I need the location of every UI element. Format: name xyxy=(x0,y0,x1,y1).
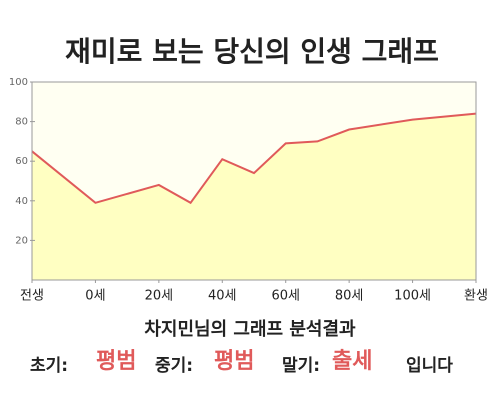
x-tick-label: 환생 xyxy=(464,289,488,304)
line xyxy=(31,112,477,205)
x-tick-label: 0세 xyxy=(85,289,105,304)
late-label: 말기: xyxy=(282,355,320,376)
y-tick-label: 60 xyxy=(15,156,28,167)
early-result: 평범 xyxy=(96,349,136,374)
middle-result: 평범 xyxy=(214,349,254,374)
x-tick-label: 80세 xyxy=(335,289,364,304)
analysis-heading: 차지민님의 그래프 분석결과 xyxy=(144,319,356,340)
middle-label: 중기: xyxy=(155,356,193,376)
y-tick-label: 80 xyxy=(15,117,28,128)
y-tick-label: 20 xyxy=(15,235,28,246)
x-tick-label: 40세 xyxy=(208,289,237,304)
x-tick-label: 전생 xyxy=(20,289,44,304)
area xyxy=(32,113,476,281)
chart-title: 재미로 보는 당신의 인생 그래프 xyxy=(65,35,439,68)
late-result: 출세 xyxy=(332,349,372,374)
ending: 입니다 xyxy=(406,356,453,376)
x-tick-label: 60세 xyxy=(271,289,300,304)
x-tick-label: 100세 xyxy=(394,289,431,304)
y-tick-label: 40 xyxy=(15,196,28,207)
y-tick-label: 100 xyxy=(9,77,28,88)
x-tick-label: 20세 xyxy=(145,289,174,304)
early-label: 초기: xyxy=(30,356,68,376)
plot-border xyxy=(31,81,477,281)
